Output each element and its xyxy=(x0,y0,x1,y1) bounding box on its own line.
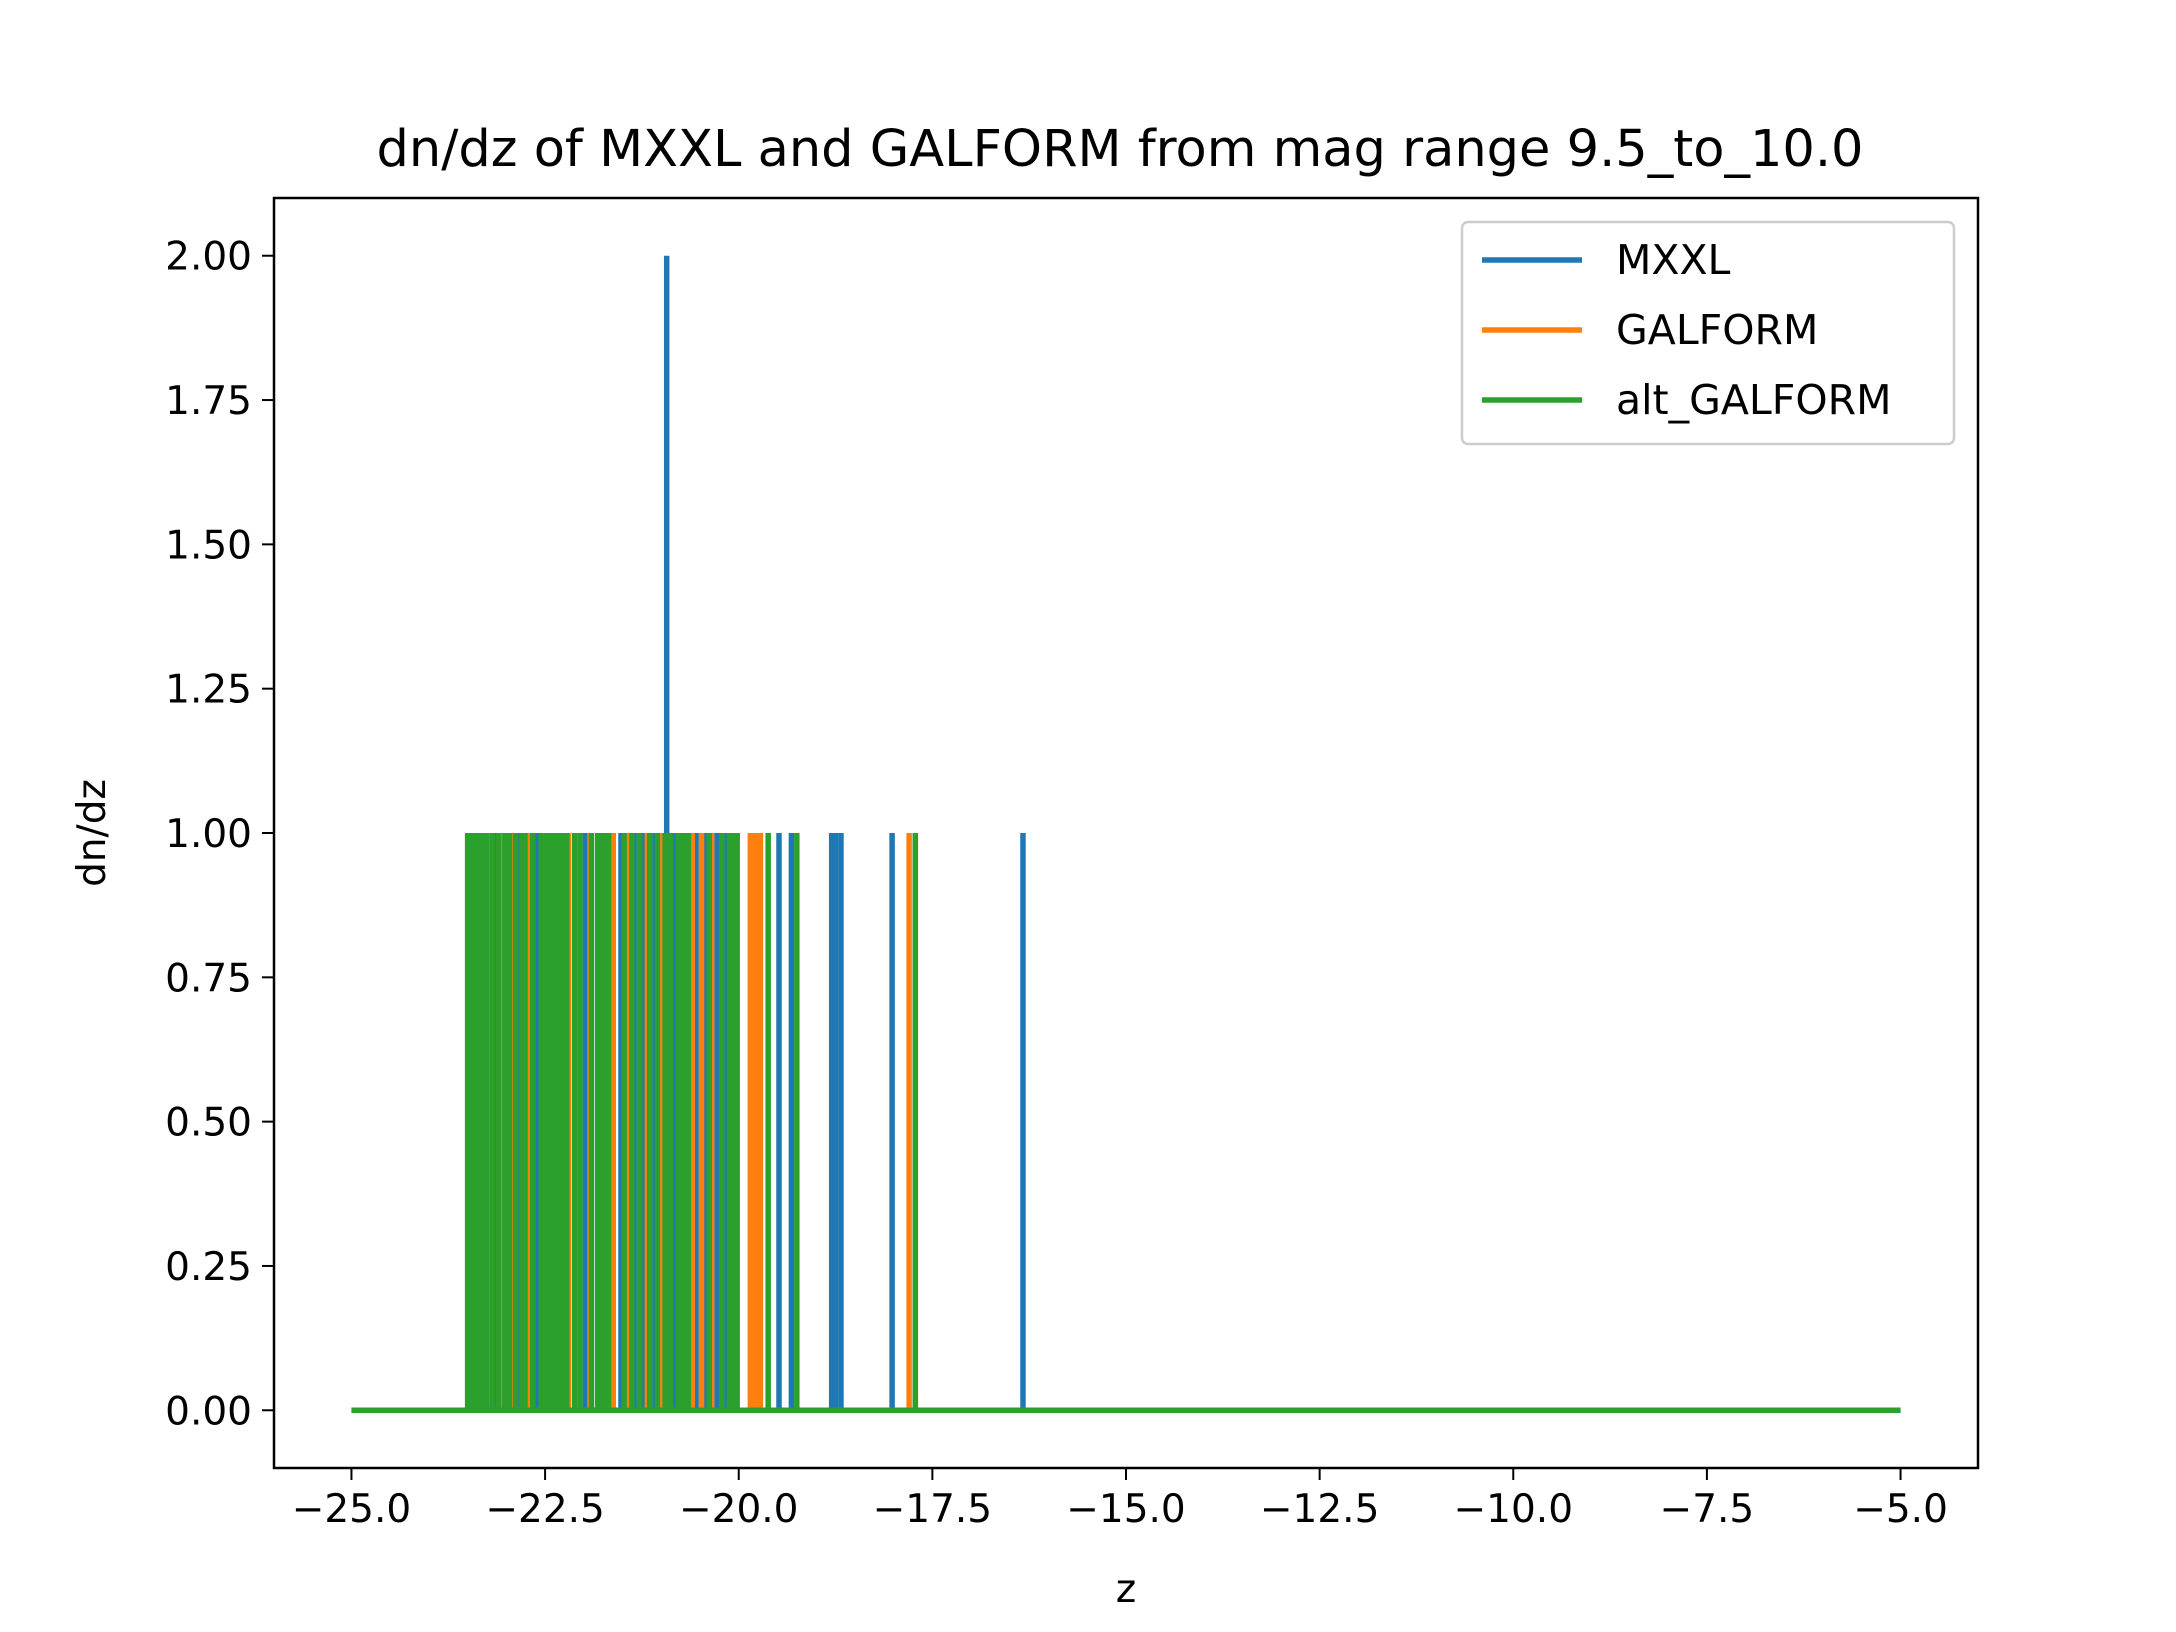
y-tick-label: 1.00 xyxy=(165,812,252,857)
y-axis-label: dn/dz xyxy=(70,779,115,887)
legend-label: MXXL xyxy=(1616,236,1731,284)
y-tick-label: 1.75 xyxy=(165,379,252,424)
plot-area xyxy=(351,255,1901,1414)
y-tick-label: 1.25 xyxy=(165,668,252,713)
x-tick-label: −7.5 xyxy=(1660,1487,1755,1532)
legend-label: GALFORM xyxy=(1616,306,1818,354)
y-tick-label: 0.00 xyxy=(165,1389,252,1434)
x-tick-label: −5.0 xyxy=(1853,1487,1948,1532)
y-tick-label: 0.75 xyxy=(165,956,252,1001)
x-tick-label: −20.0 xyxy=(679,1487,799,1532)
x-tick-label: −25.0 xyxy=(292,1487,412,1532)
x-tick-label: −10.0 xyxy=(1454,1487,1574,1532)
legend-box xyxy=(1460,220,1956,446)
chart-title: dn/dz of MXXL and GALFORM from mag range… xyxy=(377,120,1864,179)
x-tick-label: −12.5 xyxy=(1260,1487,1380,1532)
legend-label: alt_GALFORM xyxy=(1616,376,1891,424)
y-tick-label: 0.50 xyxy=(165,1101,252,1146)
y-tick-label: 1.50 xyxy=(165,523,252,568)
legend: MXXL GALFORM alt_GALFORM xyxy=(1460,220,1956,446)
y-tick-label: 0.25 xyxy=(165,1245,252,1290)
x-tick-label: −22.5 xyxy=(485,1487,605,1532)
x-tick-label: −15.0 xyxy=(1066,1487,1186,1532)
x-tick-label: −17.5 xyxy=(873,1487,993,1532)
y-axis: 0.00 0.25 0.50 0.75 1.00 1.25 1.50 1.75 2.00 xyxy=(165,235,274,1434)
y-tick-label: 2.00 xyxy=(165,235,252,280)
x-axis: −25.0 −22.5 −20.0 −17.5 −15.0 −12.5 −10.0 −7.5 −… xyxy=(292,1468,1948,1532)
x-axis-label: z xyxy=(1116,1567,1136,1612)
series-alt-galform xyxy=(351,833,1901,1414)
